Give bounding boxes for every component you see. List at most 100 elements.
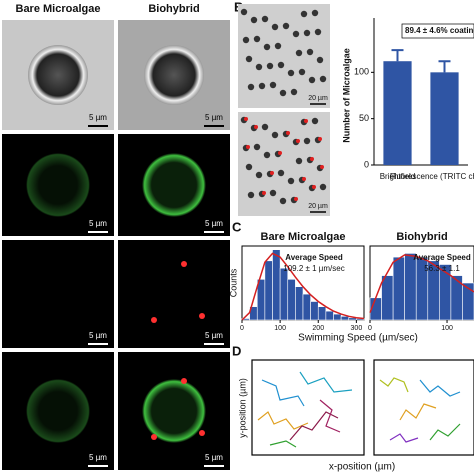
red-particle — [181, 261, 187, 267]
scale-bar-label: 5 µm — [89, 219, 107, 228]
axis-label: Number of Microalgae — [341, 48, 351, 143]
scale-bar-label: 5 µm — [205, 113, 223, 122]
red-particle — [296, 139, 300, 143]
micrograph: 5 µm — [2, 134, 114, 236]
cell — [258, 82, 266, 90]
cell — [263, 43, 271, 51]
cell — [287, 177, 295, 185]
cell — [266, 62, 274, 70]
cell — [250, 16, 258, 24]
scale-bar-label: 5 µm — [89, 453, 107, 462]
cell-fluorescence — [26, 153, 90, 217]
cell — [28, 45, 88, 105]
red-particle — [199, 430, 205, 436]
cell — [247, 191, 255, 199]
axis-label: Swimming Speed (µm/sec) — [298, 333, 418, 344]
axis-label: x-position (µm) — [329, 462, 395, 473]
red-particle — [181, 378, 187, 384]
cell — [319, 183, 327, 191]
cell — [274, 42, 282, 50]
annotation-title: Average Speed — [413, 253, 471, 262]
x-tick-label: 300 — [351, 325, 363, 332]
cell-fluorescence — [26, 379, 90, 443]
red-particle — [294, 197, 298, 201]
x-tick-label: 100 — [274, 325, 286, 332]
trajectory-plot — [251, 359, 474, 456]
fit-curve — [241, 252, 365, 321]
red-particle — [151, 317, 157, 323]
annotation-box — [401, 23, 474, 39]
cell — [245, 55, 253, 63]
cell — [282, 22, 290, 30]
cell — [253, 143, 261, 151]
y-tick-label: 0 — [364, 159, 369, 169]
micrograph: 5 µm — [118, 20, 230, 130]
cell — [269, 189, 277, 197]
cell — [279, 197, 287, 205]
cell — [247, 83, 255, 91]
scale-bar-label: 5 µm — [205, 331, 223, 340]
red-particle — [278, 151, 282, 155]
histogram-bar — [462, 282, 474, 321]
micrograph: 5 µm — [2, 20, 114, 130]
red-particle — [310, 157, 314, 161]
cell — [240, 8, 248, 16]
histogram-bar — [279, 267, 289, 321]
x-tick-label: 200 — [312, 325, 324, 332]
cell — [308, 76, 316, 84]
cell — [242, 36, 250, 44]
annotation: 56.3 ± 1.1 — [424, 264, 460, 273]
cell — [261, 15, 269, 23]
cell — [295, 49, 303, 57]
annotation-title: Average Speed — [285, 253, 343, 262]
histogram-bar — [392, 256, 405, 321]
histogram-bar — [340, 315, 350, 321]
image-background — [2, 240, 114, 348]
histogram-bar — [287, 278, 296, 321]
histogram-bar — [264, 260, 273, 321]
cell — [292, 30, 300, 38]
scale-bar-label: 5 µm — [205, 453, 223, 462]
cell — [287, 69, 295, 77]
image-background — [118, 240, 230, 348]
cell — [311, 9, 319, 17]
x-tick-label: Fluorescence (TRITC channel) — [390, 172, 474, 181]
cell — [311, 117, 319, 125]
cell — [279, 89, 287, 97]
y-tick-label: 50 — [359, 113, 369, 123]
red-particle — [199, 313, 205, 319]
error-bar — [391, 49, 404, 62]
column-header: Biohybrid — [148, 3, 199, 15]
red-particle — [151, 434, 157, 440]
histogram-bar — [302, 293, 311, 321]
x-tick-label: 100 — [441, 325, 453, 332]
cell — [253, 35, 261, 43]
cell — [277, 61, 285, 69]
histogram-bar — [295, 286, 304, 321]
cell — [290, 88, 298, 96]
cell — [295, 157, 303, 165]
histogram-bar — [381, 275, 394, 321]
red-particle — [286, 131, 290, 135]
cell — [245, 163, 253, 171]
cell — [271, 23, 279, 31]
x-tick-label: 0 — [240, 325, 244, 332]
annotation: 89.4 ± 4.6% coating efficiency — [405, 26, 474, 35]
cell — [298, 68, 306, 76]
x-tick-label: 0 — [368, 325, 372, 332]
red-particle — [244, 117, 248, 121]
red-particle — [246, 145, 250, 149]
annotation: 109.2 ± 1 µm/sec — [283, 264, 344, 273]
bar — [430, 72, 459, 165]
histogram-bar — [310, 301, 319, 321]
axis-label: Counts — [228, 268, 238, 297]
x-tick-label: Brightfield — [380, 172, 416, 181]
cell — [255, 171, 263, 179]
histogram-bar — [325, 310, 334, 321]
bar — [383, 61, 412, 165]
red-particle — [270, 171, 274, 175]
cell — [261, 123, 269, 131]
micrograph: 5 µm — [2, 240, 114, 348]
panel-label: C — [232, 219, 242, 234]
